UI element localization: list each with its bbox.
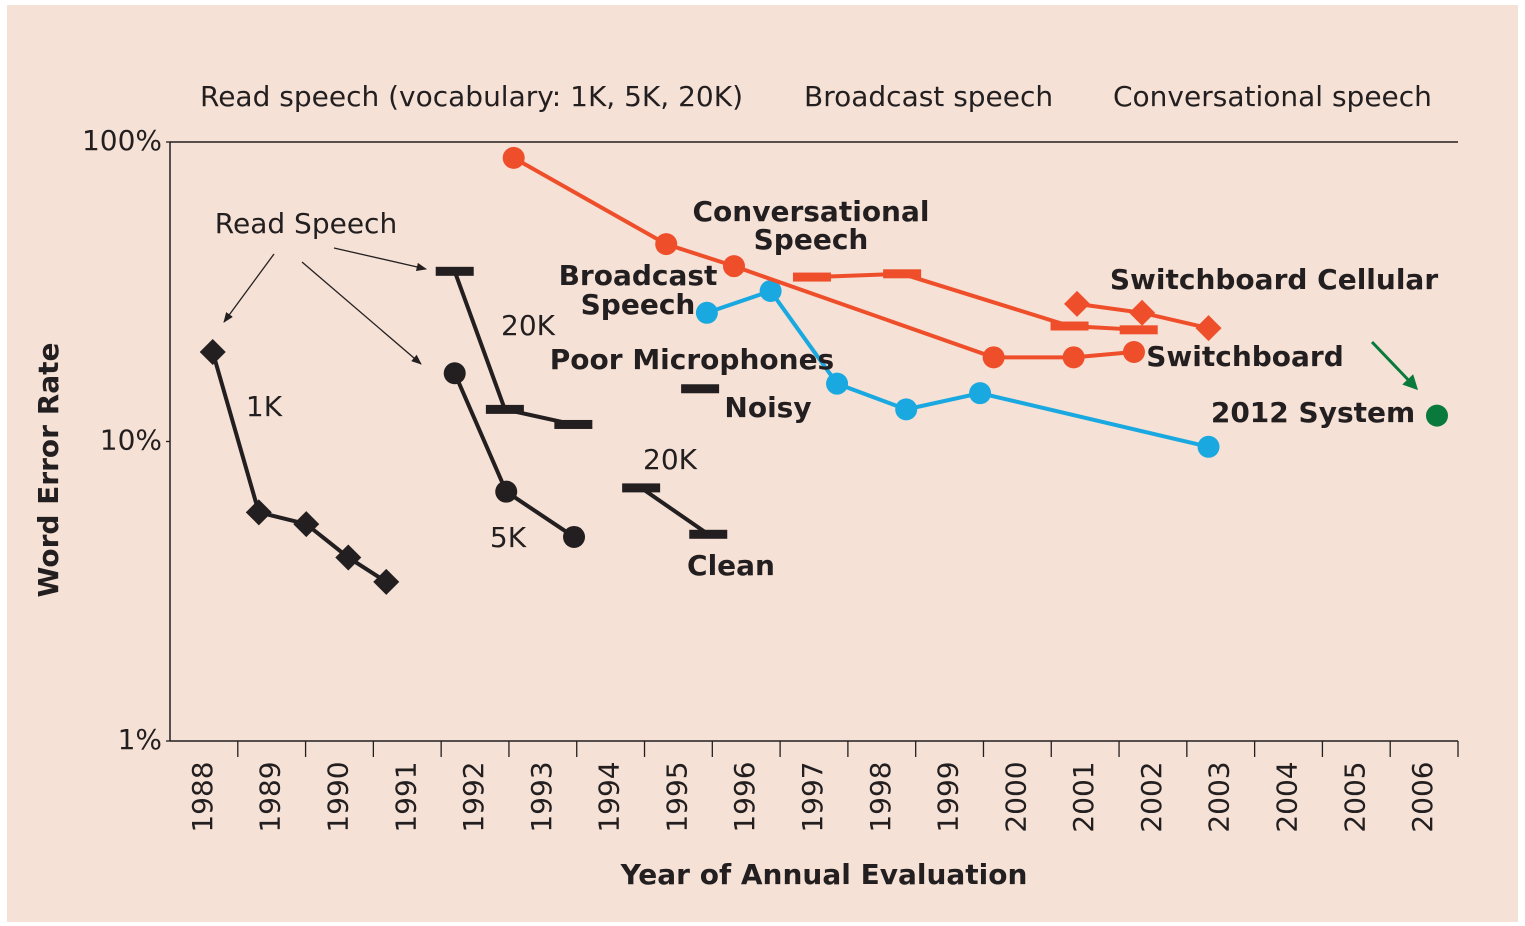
annotation: Switchboard Cellular bbox=[1110, 263, 1438, 296]
legend-entry: Broadcast speech bbox=[804, 80, 1053, 113]
point bbox=[695, 301, 718, 324]
point bbox=[1122, 340, 1145, 363]
point bbox=[689, 529, 728, 539]
annotation: Speech bbox=[754, 223, 869, 256]
system-arrow bbox=[1370, 340, 1419, 391]
legend-entry: Read speech (vocabulary: 1K, 5K, 20K) bbox=[200, 80, 743, 113]
annotation-arrows bbox=[223, 247, 428, 365]
series-line bbox=[706, 288, 1209, 449]
y-tick-label: 10% bbox=[100, 424, 162, 457]
y-tick-label: 100% bbox=[82, 124, 162, 157]
x-tick-label: 2005 bbox=[1338, 761, 1371, 832]
point bbox=[1119, 325, 1158, 335]
point bbox=[792, 272, 831, 282]
x-tick-label: 2000 bbox=[999, 761, 1032, 832]
legend-entry: Conversational speech bbox=[1113, 80, 1432, 113]
point bbox=[1129, 299, 1156, 326]
point bbox=[335, 544, 362, 571]
series-line bbox=[811, 271, 1139, 332]
x-tick-label: 1996 bbox=[728, 761, 761, 832]
x-tick-label: 1992 bbox=[457, 761, 490, 832]
annotation: Read Speech bbox=[215, 207, 397, 240]
point bbox=[1195, 315, 1222, 342]
annotation: 2012 System bbox=[1211, 396, 1415, 429]
x-tick-label: 2004 bbox=[1271, 761, 1304, 832]
x-tick-label: 1990 bbox=[321, 761, 354, 832]
x-tick-label: 1988 bbox=[186, 761, 219, 832]
x-tick-label: 2006 bbox=[1406, 761, 1439, 832]
point bbox=[723, 255, 746, 278]
x-tick-label: 1989 bbox=[254, 761, 287, 832]
point bbox=[883, 269, 922, 279]
point bbox=[826, 372, 849, 395]
point bbox=[373, 568, 400, 595]
annotation: 1K bbox=[246, 390, 283, 423]
x-tick-label: 1994 bbox=[593, 761, 626, 832]
annotation: 20K bbox=[643, 443, 698, 476]
point bbox=[1062, 346, 1085, 369]
x-tick-label: 1991 bbox=[389, 761, 422, 832]
annotation: 20K bbox=[501, 309, 556, 342]
point bbox=[982, 346, 1005, 369]
point bbox=[1050, 321, 1089, 331]
annotation: Conversational bbox=[693, 195, 930, 228]
annotation: Clean bbox=[687, 549, 775, 582]
annotation: Broadcast bbox=[559, 259, 718, 292]
point bbox=[485, 404, 524, 414]
x-tick-label: 1997 bbox=[796, 761, 829, 832]
point bbox=[245, 499, 272, 526]
x-axis-title: Year of Annual Evaluation bbox=[620, 858, 1028, 891]
point bbox=[495, 480, 518, 503]
point bbox=[655, 233, 678, 256]
point bbox=[563, 525, 586, 548]
point bbox=[969, 382, 992, 405]
point bbox=[895, 398, 918, 421]
point bbox=[443, 362, 466, 385]
background bbox=[7, 5, 1518, 922]
x-tick-label: 1995 bbox=[660, 761, 693, 832]
point bbox=[622, 483, 661, 493]
annotation: 5K bbox=[490, 521, 527, 554]
annotation: Noisy bbox=[724, 391, 811, 424]
point bbox=[293, 511, 320, 538]
annotation: Poor Microphones bbox=[550, 343, 834, 376]
point bbox=[199, 338, 226, 365]
x-tick-label: 2001 bbox=[1067, 761, 1100, 832]
point bbox=[435, 266, 474, 276]
annotation: Switchboard bbox=[1146, 340, 1344, 373]
x-tick-label: 1998 bbox=[864, 761, 897, 832]
x-tick-label: 2003 bbox=[1203, 761, 1236, 832]
series-line bbox=[639, 486, 710, 536]
annotation: Speech bbox=[581, 288, 696, 321]
x-tick-label: 1999 bbox=[932, 761, 965, 832]
point bbox=[759, 280, 782, 303]
x-tick-label: 2002 bbox=[1135, 761, 1168, 832]
point bbox=[1425, 404, 1448, 427]
y-tick-label: 1% bbox=[118, 723, 162, 756]
point bbox=[554, 419, 593, 429]
point bbox=[681, 384, 720, 394]
x-tick-label: 1993 bbox=[525, 761, 558, 832]
point bbox=[1197, 435, 1220, 458]
point bbox=[1064, 290, 1091, 317]
point bbox=[502, 146, 525, 169]
y-axis-title: Word Error Rate bbox=[32, 342, 65, 597]
